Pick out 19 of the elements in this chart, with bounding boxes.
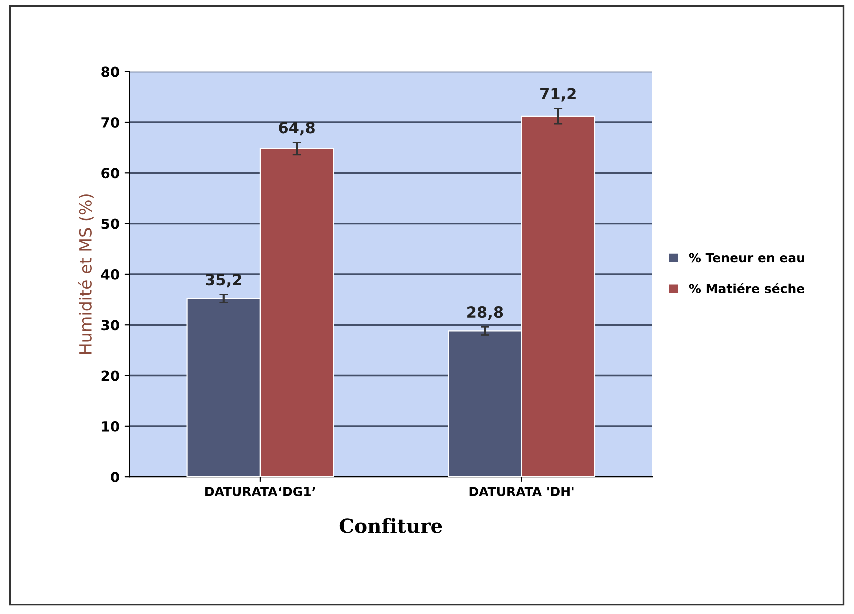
data-label: 71,2 bbox=[540, 88, 576, 102]
y-tick-label: 0 bbox=[111, 472, 120, 483]
y-tick-label: 60 bbox=[102, 168, 120, 179]
y-tick-label: 30 bbox=[102, 320, 120, 331]
legend-label: % Matiére séche bbox=[689, 283, 805, 294]
x-tick-label: DATURATA 'DH' bbox=[470, 487, 574, 496]
y-tick-label: 40 bbox=[101, 269, 120, 280]
y-axis-title: Humidité et MS (%) bbox=[78, 194, 94, 354]
y-tick-label: 80 bbox=[102, 66, 120, 78]
y-tick-label: 20 bbox=[102, 370, 120, 382]
y-tick-label: 50 bbox=[102, 218, 120, 230]
data-label: 28,8 bbox=[468, 306, 504, 320]
x-tick-label: DATURATA‘DG1’ bbox=[206, 487, 316, 496]
data-label: 35,2 bbox=[206, 274, 242, 288]
legend-label: % Teneur en eau bbox=[689, 253, 804, 263]
y-tick-label: 10 bbox=[102, 421, 120, 432]
x-axis-title: Confiture bbox=[340, 518, 442, 534]
data-label: 64,8 bbox=[279, 122, 315, 136]
y-tick-label: 70 bbox=[102, 117, 120, 128]
